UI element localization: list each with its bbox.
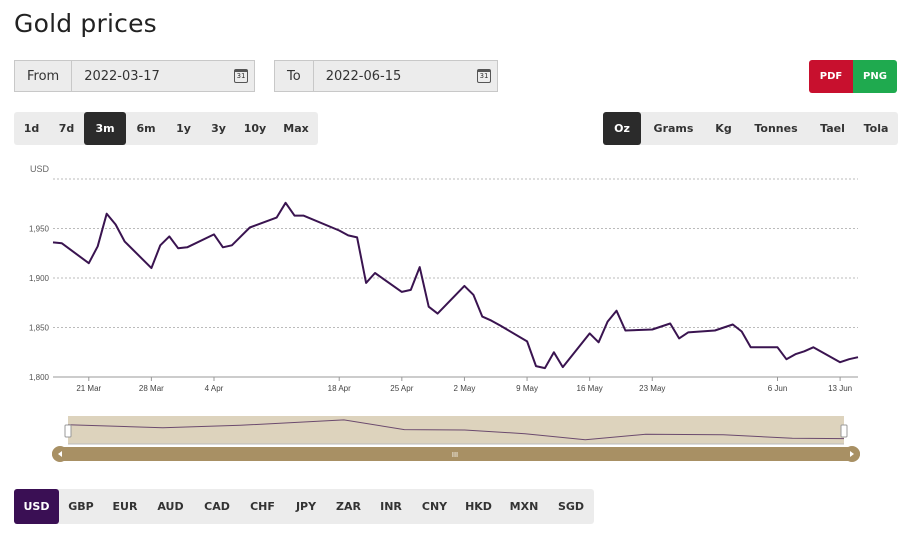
navigator-line [67,419,845,441]
currency-button-aud[interactable]: AUD [157,500,184,513]
currency-button-cad[interactable]: CAD [204,500,230,513]
navigator-left-handle [64,424,72,438]
y-tick-label: 1,900 [29,274,50,283]
period-button-max[interactable]: Max [283,122,309,135]
currency-button-sgd[interactable]: SGD [557,500,585,513]
from-date-input[interactable]: 2022-03-17 [72,61,228,91]
period-button-3y[interactable]: 3y [211,122,226,135]
currency-button-hkd[interactable]: HKD [465,500,492,513]
x-tick-label: 2 May [454,384,476,393]
currency-button-zar[interactable]: ZAR [336,500,361,513]
y-tick-label: 1,850 [29,324,50,333]
currency-button-inr[interactable]: INR [380,500,402,513]
currency-button-eur[interactable]: EUR [112,500,138,513]
period-button-3m[interactable]: 3m [84,112,126,145]
currency-button-chf[interactable]: CHF [250,500,275,513]
chevron-left-icon [58,451,62,457]
unit-button-kg[interactable]: Kg [715,122,732,135]
png-button[interactable]: PNG [853,60,897,93]
from-label: From [15,61,73,91]
scrollbar-track [52,447,860,461]
period-button-10y[interactable]: 10y [243,122,267,135]
to-date-input[interactable]: 2022-06-15 [313,61,471,91]
unit-button-tael[interactable]: Tael [820,122,845,135]
calendar-icon: 31 [234,69,248,83]
to-calendar-button[interactable]: 31 [471,61,497,91]
y-tick-label: 1,950 [29,225,50,234]
chart-navigator[interactable]: III [14,410,884,470]
x-tick-label: 13 Jun [828,384,852,393]
x-tick-label: 4 Apr [205,384,224,393]
currency-button-gbp[interactable]: GBP [68,500,94,513]
chevron-right-icon [850,451,854,457]
x-tick-label: 21 Mar [76,384,101,393]
page-title: Gold prices [14,9,157,38]
currency-button-cny[interactable]: CNY [421,500,448,513]
x-tick-label: 18 Apr [328,384,351,393]
currency-button-usd[interactable]: USD [14,489,59,524]
calendar-icon: 31 [477,69,491,83]
currency-button-mxn[interactable]: MXN [509,500,539,513]
pdf-button[interactable]: PDF [809,60,853,93]
x-tick-label: 28 Mar [139,384,164,393]
navigator-right-handle [840,424,848,438]
period-button-1y[interactable]: 1y [176,122,191,135]
currency-selector: USD GBP EUR AUD CAD CHF JPY ZAR INR CNY HKD MXN SGD [14,489,594,524]
x-tick-label: 23 May [639,384,665,393]
unit-button-grams[interactable]: Grams [653,122,694,135]
x-tick-label: 25 Apr [390,384,413,393]
unit-button-tonnes[interactable]: Tonnes [754,122,798,135]
from-calendar-button[interactable]: 31 [228,61,254,91]
period-button-6m[interactable]: 6m [136,122,156,135]
currency-button-jpy[interactable]: JPY [295,500,317,513]
export-buttons: PDF PNG [809,60,897,93]
unit-button-tola[interactable]: Tola [863,122,889,135]
scrollbar-grip-icon: III [452,451,458,459]
period-button-1d[interactable]: 1d [23,122,40,135]
y-tick-label: 1,800 [29,373,50,382]
to-date-group: To 2022-06-15 31 [274,60,498,92]
y-axis-label: USD [30,164,50,174]
from-date-group: From 2022-03-17 31 [14,60,255,92]
x-tick-label: 9 May [516,384,538,393]
x-tick-label: 6 Jun [768,384,788,393]
period-button-7d[interactable]: 7d [58,122,75,135]
price-line [52,201,859,370]
to-label: To [275,61,314,91]
price-chart: USD 1,800 1,850 1,900 1,950 21 Mar 28 Mar 4 Apr… [29,164,859,393]
unit-button-oz[interactable]: Oz [603,112,641,145]
x-tick-label: 16 May [577,384,603,393]
unit-selector: Oz Grams Kg Tonnes Tael Tola [603,112,898,145]
period-selector: 1d 7d 3m 6m 1y 3y 10y Max [14,112,318,145]
